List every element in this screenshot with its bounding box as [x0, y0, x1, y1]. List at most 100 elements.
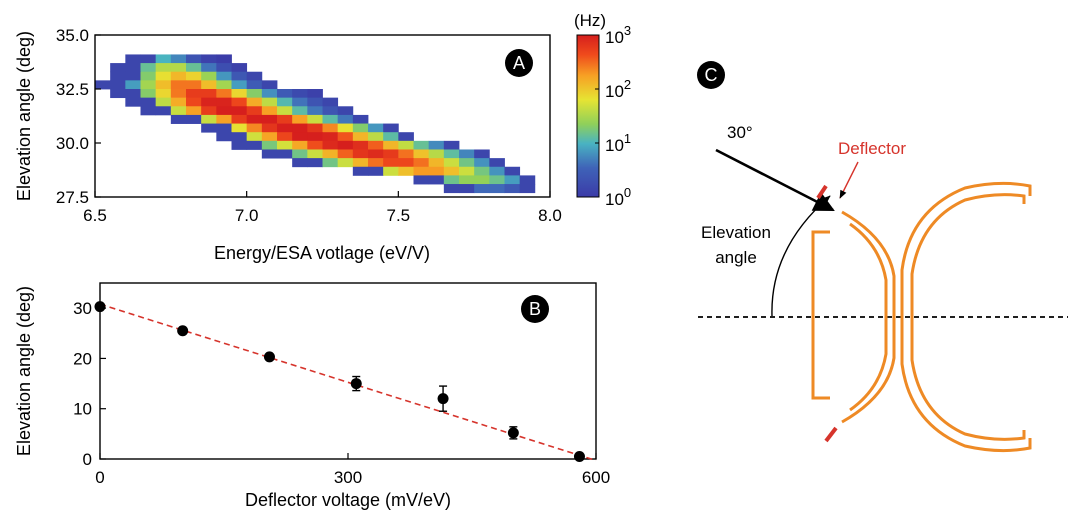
outer-plate-inner	[910, 193, 1026, 441]
heatmap-cell	[216, 54, 232, 64]
heatmap-cell	[170, 71, 187, 81]
colorbar-ticks: 100 101 102 103	[595, 23, 631, 209]
heatmap-cell	[261, 80, 278, 90]
heatmap-cell	[489, 158, 505, 168]
heatmap-cell	[246, 140, 263, 150]
heatmap-cell	[383, 166, 399, 176]
heatmap-cell	[201, 106, 217, 116]
panel-a-badge	[505, 49, 533, 77]
heatmap-cell	[186, 80, 202, 90]
heatmap-cell	[383, 140, 399, 150]
heatmap-cell	[110, 89, 126, 99]
heatmap-cell	[352, 123, 369, 133]
heatmap-cell	[474, 158, 490, 168]
y-tick-label: 10	[73, 400, 92, 419]
heatmap-cell	[337, 132, 354, 142]
heatmap-cell	[322, 158, 339, 168]
heatmap-cell	[504, 175, 521, 185]
heatmap-cell	[261, 149, 278, 159]
heatmap-cell	[110, 63, 126, 73]
heatmap-cell	[307, 140, 323, 150]
data-point	[437, 393, 449, 405]
heatmap-cell	[186, 63, 202, 73]
panel-b-badge	[521, 295, 549, 323]
data-point	[94, 301, 106, 313]
heatmap-cell	[125, 54, 141, 64]
x-tick-label: 600	[582, 468, 610, 487]
heatmap-cell	[140, 97, 157, 107]
heatmap-cell	[383, 123, 399, 133]
heatmap-cell	[231, 114, 248, 124]
heatmap-cell	[413, 175, 430, 185]
x-tick-label: 8.0	[538, 206, 562, 225]
panel-b-ticks: 0 300 600 0 10 20 30	[73, 299, 610, 487]
heatmap-cell	[307, 89, 323, 99]
heatmap-cell	[277, 149, 293, 159]
elevation-arc	[771, 195, 831, 317]
heatmap-cell	[413, 158, 430, 168]
heatmap-cell	[352, 149, 369, 159]
deflector-bottom	[824, 426, 838, 443]
data-point	[177, 325, 189, 337]
heatmap-cell	[201, 71, 217, 81]
x-tick-label: 7.5	[387, 206, 411, 225]
heatmap-cell	[292, 97, 308, 107]
colorbar-tick-label: 102	[605, 77, 631, 101]
panel-a-ylabel: Elevation angle (deg)	[14, 31, 34, 201]
panel-b-ylabel: Elevation angle (deg)	[14, 286, 34, 456]
heatmap-cell	[277, 114, 293, 124]
heatmap-cell	[337, 123, 354, 133]
heatmap-cell	[352, 114, 369, 124]
deflector-pointer	[839, 161, 859, 199]
heatmap-cell	[261, 89, 278, 99]
heatmap-cell	[307, 114, 323, 124]
colorbar-tick-label: 100	[605, 185, 631, 209]
heatmap-cell	[443, 166, 460, 176]
heatmap-cell	[307, 123, 323, 133]
heatmap-cell	[170, 106, 187, 116]
x-tick-label: 7.0	[235, 206, 259, 225]
analyzer	[811, 181, 1032, 453]
heatmap-cell	[216, 80, 232, 90]
heatmap-cell	[307, 132, 323, 142]
heatmap-cell	[352, 140, 369, 150]
y-tick-label: 30.0	[56, 134, 89, 153]
heatmap-cell	[428, 158, 445, 168]
y-tick-label: 20	[73, 349, 92, 368]
heatmap-cell	[337, 114, 354, 124]
heatmap-cell	[443, 175, 460, 185]
heatmap-cell	[292, 132, 308, 142]
heatmap-cell	[155, 106, 172, 116]
heatmap-cell	[383, 149, 399, 159]
heatmap-cell	[322, 114, 339, 124]
heatmap-cell	[140, 63, 157, 73]
deflector-top	[816, 184, 828, 200]
heatmap-cell	[383, 132, 399, 142]
heatmap-cell	[474, 184, 490, 194]
heatmap-cell	[231, 63, 248, 73]
heatmap-cell	[459, 158, 475, 168]
inner-plate-outer	[841, 210, 896, 424]
heatmap-cell	[231, 71, 248, 81]
heatmap-cell	[125, 89, 141, 99]
heatmap-cell	[216, 89, 232, 99]
heatmap-cell	[186, 106, 202, 116]
heatmap-cell	[261, 123, 278, 133]
heatmap-cell	[186, 71, 202, 81]
heatmap-cell	[246, 106, 263, 116]
heatmap-cell	[292, 149, 308, 159]
heatmap-cell	[368, 123, 384, 133]
heatmap-cell	[231, 97, 248, 107]
heatmap-cell	[140, 106, 157, 116]
heatmap-cell	[246, 89, 263, 99]
panel-c-diagram: C 30° Elevation angle Deflector	[697, 61, 1068, 453]
heatmap-cell	[398, 140, 414, 150]
inner-plate-inner	[849, 222, 888, 412]
heatmap-cell	[186, 97, 202, 107]
x-tick-label: 6.5	[83, 206, 107, 225]
heatmap-cell	[352, 166, 369, 176]
heatmap-cell	[201, 54, 217, 64]
elevation-label-line1: Elevation	[701, 223, 771, 242]
heatmap-cell	[337, 149, 354, 159]
heatmap-cell	[398, 149, 414, 159]
